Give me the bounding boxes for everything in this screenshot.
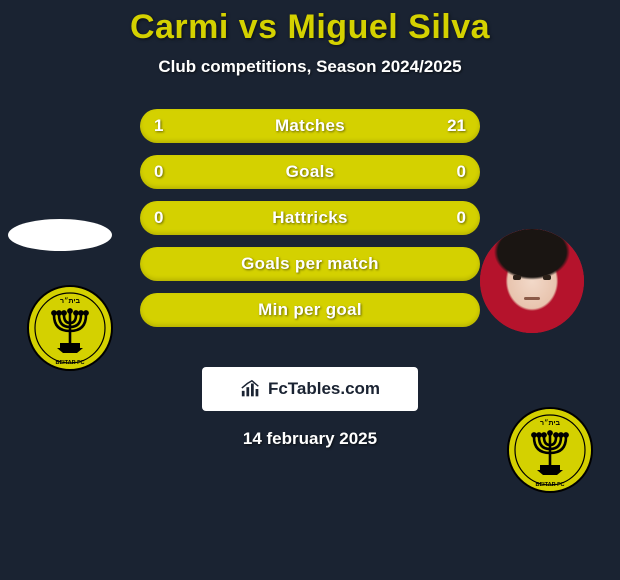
svg-text:בית״ר: בית״ר bbox=[540, 418, 560, 427]
stat-label: Matches bbox=[275, 116, 345, 136]
stat-left-value: 1 bbox=[154, 116, 163, 136]
brand-text: FcTables.com bbox=[268, 379, 380, 399]
brand-badge[interactable]: FcTables.com bbox=[202, 367, 418, 411]
stat-left-value: 0 bbox=[154, 208, 163, 228]
stat-row-matches: 1 Matches 21 bbox=[140, 109, 480, 143]
player-photo-left bbox=[8, 219, 112, 251]
stat-label: Goals bbox=[286, 162, 335, 182]
player-photo-right bbox=[480, 229, 584, 333]
stat-right-value: 21 bbox=[447, 116, 466, 136]
stat-left-value: 0 bbox=[154, 162, 163, 182]
stat-label: Hattricks bbox=[272, 208, 347, 228]
stat-row-hattricks: 0 Hattricks 0 bbox=[140, 201, 480, 235]
stat-row-goals: 0 Goals 0 bbox=[140, 155, 480, 189]
stat-label: Min per goal bbox=[258, 300, 362, 320]
stat-row-min-per-goal: Min per goal bbox=[140, 293, 480, 327]
stats-section: בית״ר BEITAR FC bbox=[0, 109, 620, 327]
club-logo-right: בית״ר BEITAR FC bbox=[507, 407, 593, 493]
subtitle: Club competitions, Season 2024/2025 bbox=[0, 57, 620, 77]
stat-right-value: 0 bbox=[457, 208, 466, 228]
club-logo-left: בית״ר BEITAR FC bbox=[27, 285, 113, 371]
stat-right-value: 0 bbox=[457, 162, 466, 182]
chart-icon bbox=[240, 378, 262, 400]
svg-text:BEITAR FC: BEITAR FC bbox=[536, 482, 565, 488]
svg-text:BEITAR FC: BEITAR FC bbox=[56, 360, 85, 366]
svg-text:בית״ר: בית״ר bbox=[60, 296, 80, 305]
page-title: Carmi vs Miguel Silva bbox=[0, 8, 620, 47]
stats-list: 1 Matches 21 0 Goals 0 0 Hattricks 0 Goa… bbox=[140, 109, 480, 327]
stat-label: Goals per match bbox=[241, 254, 379, 274]
comparison-card: Carmi vs Miguel Silva Club competitions,… bbox=[0, 0, 620, 580]
stat-row-goals-per-match: Goals per match bbox=[140, 247, 480, 281]
